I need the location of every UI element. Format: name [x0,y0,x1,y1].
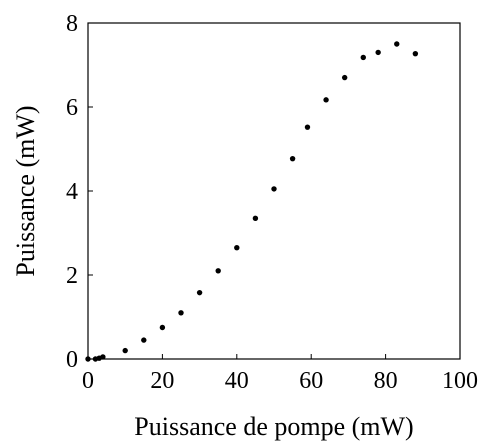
x-tick-label: 60 [299,368,323,394]
data-point [234,245,240,251]
data-point [360,54,366,61]
data-point [159,324,166,331]
y-tick-label: 2 [66,263,78,289]
data-point [289,155,296,162]
data-points [85,41,419,362]
data-point [412,50,419,57]
data-point [122,347,128,354]
x-axis-label: Puissance de pompe (mW) [134,412,413,441]
y-tick-label: 4 [66,179,78,205]
y-tick-label: 8 [66,11,78,37]
data-point [304,124,311,130]
y-tick-label: 6 [66,95,78,121]
x-tick-label: 20 [150,368,174,394]
x-tick-label: 100 [442,368,478,394]
data-point [323,97,329,103]
data-point [394,41,400,47]
data-point [341,74,348,81]
x-tick-label: 0 [82,368,94,394]
x-axis-ticks: 0 20 40 60 80 100 [82,354,478,394]
data-point [196,289,203,296]
data-point [100,354,106,360]
data-point [271,186,277,192]
data-point [252,215,259,221]
y-axis-ticks: 0 2 4 6 8 [66,11,93,373]
data-point [178,310,184,316]
x-tick-label: 80 [374,368,398,394]
y-axis-label: Puissance (mW) [11,105,40,276]
data-point [85,356,91,362]
data-point [141,337,147,343]
data-point [375,49,381,56]
x-tick-label: 40 [225,368,249,394]
data-point [215,268,221,274]
y-tick-label: 0 [66,347,78,373]
